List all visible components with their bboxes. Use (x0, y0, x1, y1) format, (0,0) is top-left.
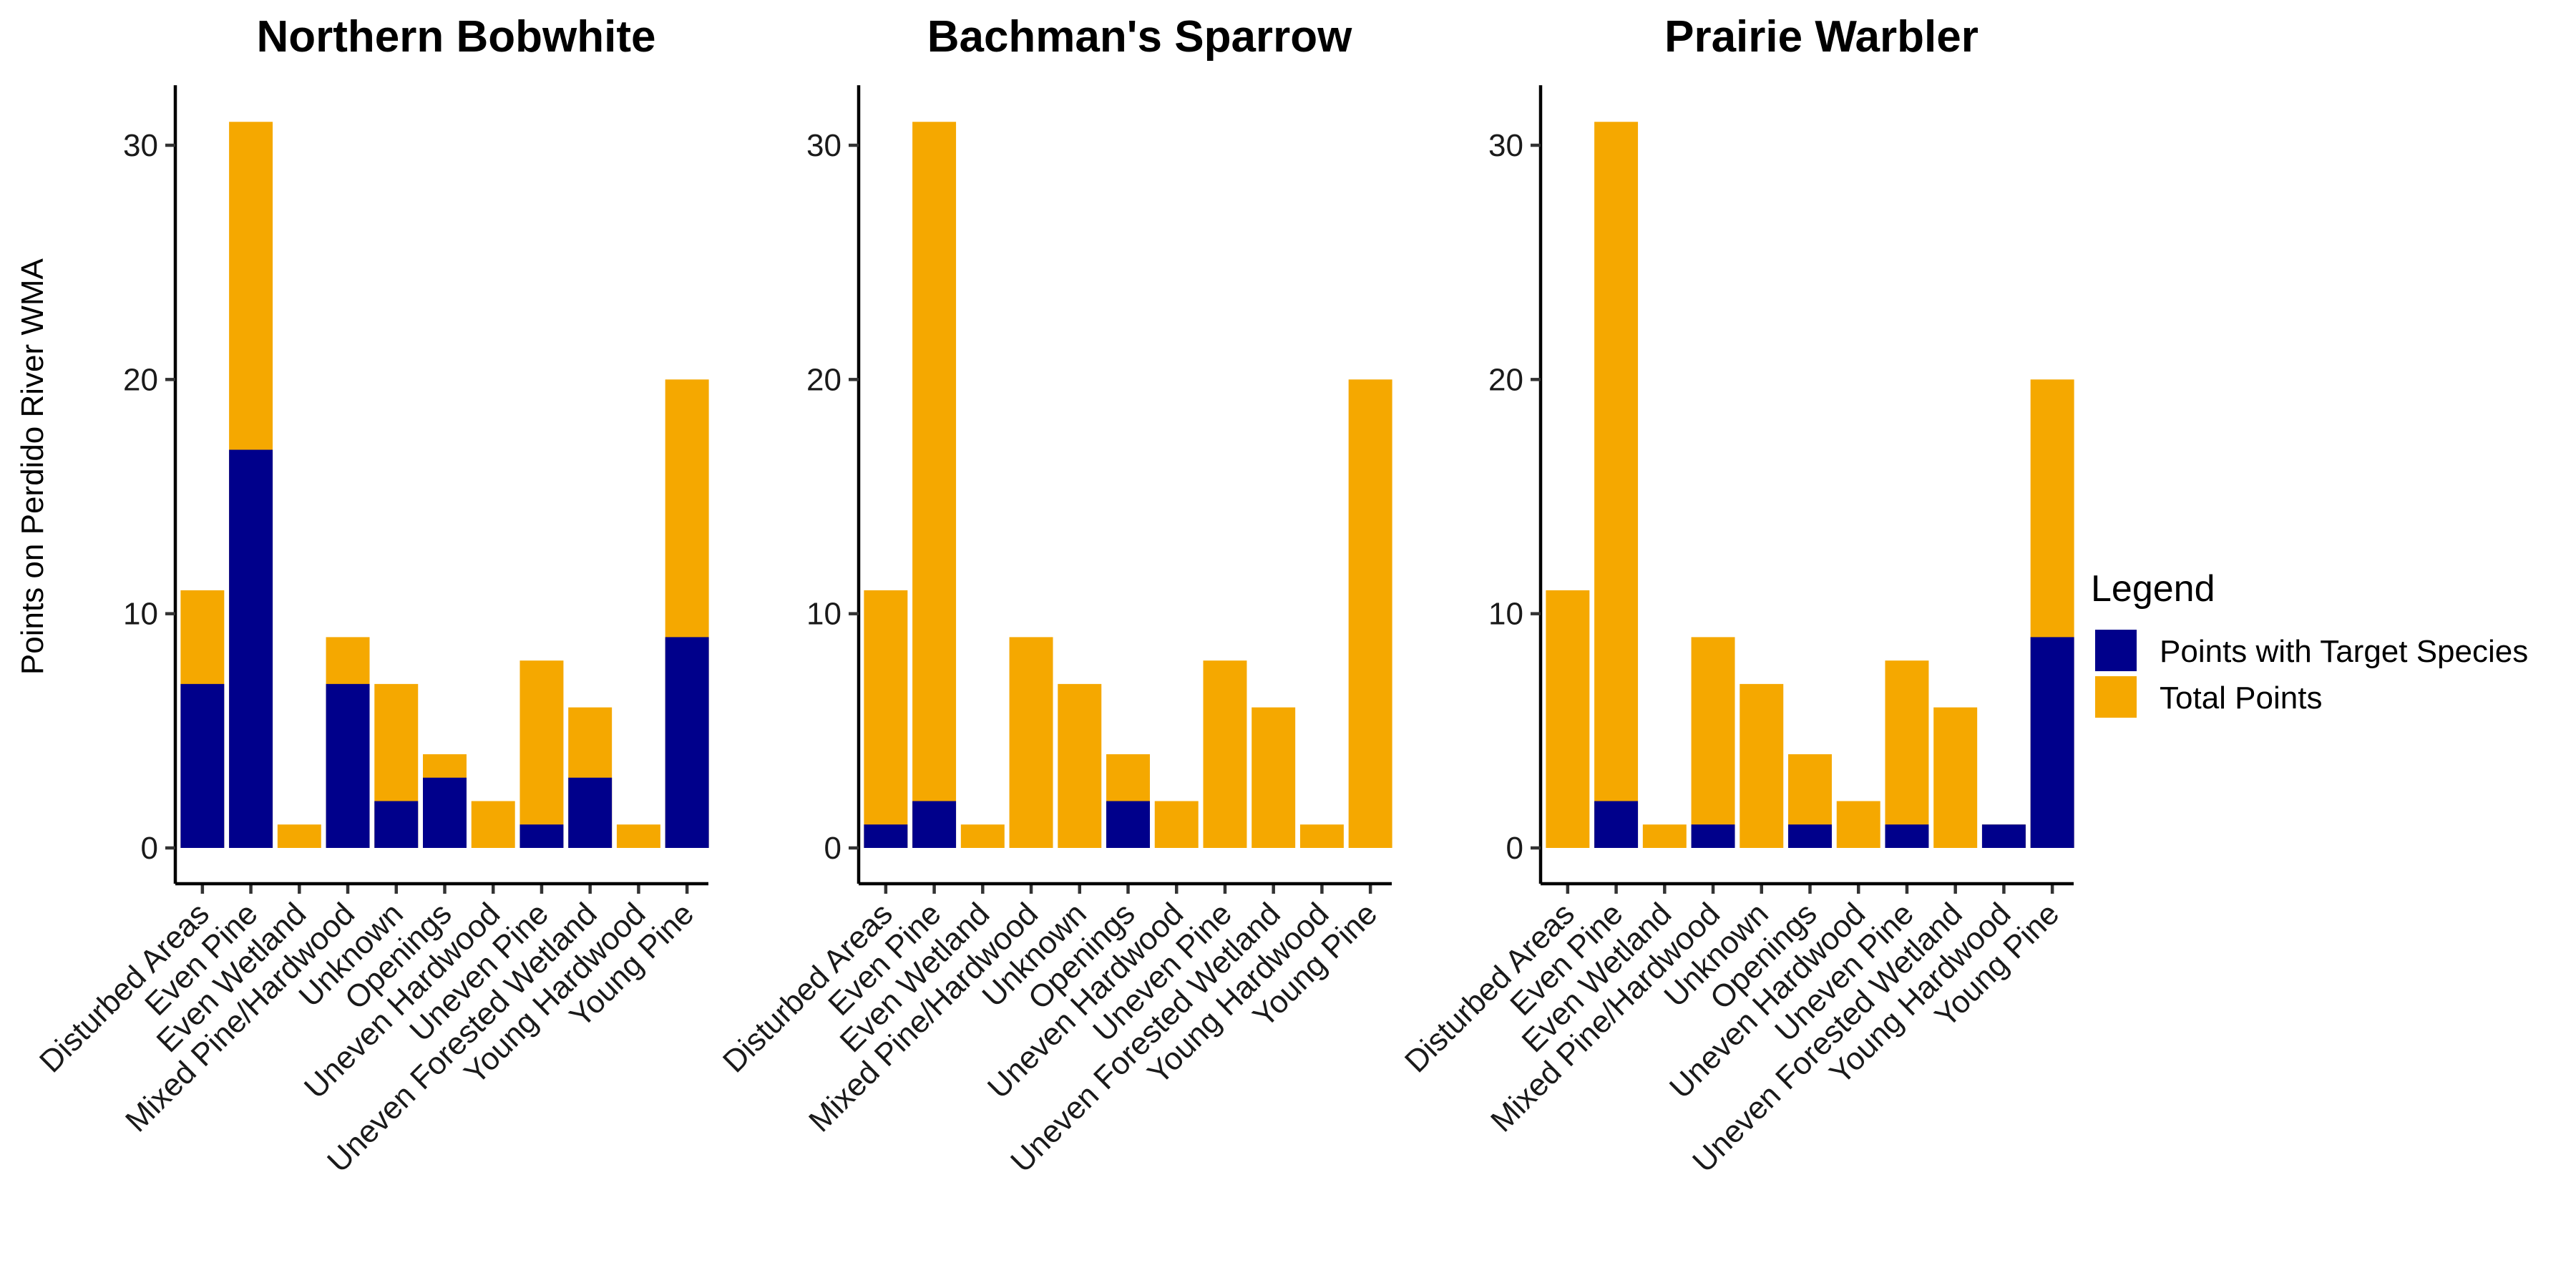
bar-target-points (1594, 801, 1639, 848)
bar-target-points (423, 777, 467, 848)
bar-total-points (1154, 801, 1199, 848)
bar-target-points (568, 777, 613, 848)
y-tick-label: 10 (1488, 597, 1523, 632)
bar-total-points (864, 590, 908, 848)
bar-total-points (1299, 824, 1344, 848)
bar-target-points (1981, 824, 2026, 848)
bar-total-points (519, 660, 564, 848)
bar-target-points (1885, 824, 1929, 848)
bar-target-points (912, 801, 957, 848)
bar-target-points (374, 801, 419, 848)
bar-total-points (1836, 801, 1880, 848)
bar-total-points (1203, 660, 1247, 848)
y-tick-label: 30 (1488, 128, 1523, 163)
bar-total-points (1740, 683, 1784, 848)
panel-title: Bachman's Sparrow (927, 12, 1352, 62)
bar-total-points (1594, 122, 1639, 848)
bar-total-points (1546, 590, 1590, 848)
bar-total-points (1009, 637, 1053, 848)
y-tick-label: 30 (806, 128, 841, 163)
legend-title: Legend (2091, 568, 2215, 610)
y-axis-label: Points on Perdido River WMA (15, 258, 50, 675)
bar-target-points (180, 683, 225, 848)
bar-target-points (326, 683, 370, 848)
bar-total-points (1058, 683, 1102, 848)
y-tick-label: 0 (824, 831, 841, 866)
bar-total-points (912, 122, 957, 848)
panel-title: Northern Bobwhite (257, 12, 656, 62)
legend-label: Total Points (2160, 680, 2322, 716)
y-tick-label: 10 (123, 597, 158, 632)
y-tick-label: 0 (141, 831, 158, 866)
y-axis-title-group: Points on Perdido River WMA (15, 258, 50, 675)
bar-total-points (960, 824, 1005, 848)
y-tick-label: 20 (123, 362, 158, 397)
legend-label: Points with Target Species (2160, 634, 2528, 669)
bar-total-points (1933, 707, 1978, 848)
y-tick-label: 30 (123, 128, 158, 163)
bar-target-points (1691, 824, 1735, 848)
bar-target-points (1106, 801, 1150, 848)
bar-target-points (519, 824, 564, 848)
bar-total-points (1642, 824, 1687, 848)
bar-total-points (1252, 707, 1296, 848)
legend-key (2095, 676, 2137, 718)
bar-total-points (1691, 637, 1735, 848)
bar-target-points (665, 637, 709, 848)
panel-title: Prairie Warbler (1664, 12, 1979, 62)
bar-total-points (1885, 660, 1929, 848)
y-tick-label: 20 (1488, 362, 1523, 397)
y-tick-label: 10 (806, 597, 841, 632)
bar-total-points (277, 824, 321, 848)
y-tick-label: 20 (806, 362, 841, 397)
bar-target-points (864, 824, 908, 848)
bar-total-points (616, 824, 660, 848)
bar-target-points (229, 449, 273, 848)
bar-target-points (2030, 637, 2074, 848)
bar-total-points (1348, 379, 1392, 848)
bar-total-points (471, 801, 515, 848)
legend: Legend Points with Target Species Total Po… (2091, 568, 2528, 718)
y-tick-label: 0 (1506, 831, 1523, 866)
bar-target-points (1788, 824, 1832, 848)
legend-key (2095, 630, 2137, 671)
